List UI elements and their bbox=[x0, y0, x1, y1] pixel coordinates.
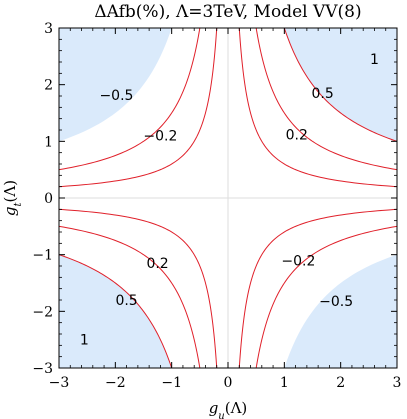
contour-label-10: −0.5 bbox=[319, 294, 353, 310]
contour-line-1-1 bbox=[238, 28, 397, 188]
shaded-region-2 bbox=[59, 28, 172, 142]
y-tick-label-2: −2 bbox=[32, 304, 53, 320]
x-tick-label-5: 1 bbox=[280, 375, 289, 391]
chart-title: ΔAfb(%), Λ=3TeV, Model VV(8) bbox=[94, 2, 361, 22]
y-axis-label: gt(Λ) bbox=[1, 180, 24, 216]
x-tick-label-1: −3 bbox=[49, 375, 70, 391]
contour-line-5-1 bbox=[59, 28, 201, 171]
contour-labels: 1 0.5 0.2 −0.5 −0.2 0.2 0.5 1 −0.2 −0.5 bbox=[80, 52, 379, 349]
x-axis-label-main: g bbox=[209, 399, 219, 417]
contour-line-3-2 bbox=[59, 254, 173, 368]
contour-label-3: 0.2 bbox=[286, 128, 308, 144]
y-tick-label-1: −3 bbox=[32, 361, 53, 377]
contour-label-6: 0.2 bbox=[146, 256, 168, 272]
y-axis-label-main: g bbox=[1, 206, 19, 216]
contour-label-7: 0.5 bbox=[115, 293, 137, 309]
contour-label-8: 1 bbox=[80, 333, 89, 349]
contour-label-1: 1 bbox=[370, 52, 379, 68]
y-tick-label-6: 2 bbox=[44, 78, 53, 94]
contour-label-9: −0.2 bbox=[281, 253, 315, 269]
x-tick-label-2: −2 bbox=[105, 375, 126, 391]
contour-line-1-2 bbox=[59, 208, 218, 368]
shaded-region-4 bbox=[284, 254, 397, 368]
contour-line-4-1 bbox=[59, 28, 218, 188]
x-tick-label-3: −1 bbox=[161, 375, 182, 391]
y-axis-ticks: −3 −2 −1 0 1 2 3 bbox=[32, 21, 397, 377]
shaded-region-1 bbox=[284, 28, 397, 142]
contour-label-4: −0.5 bbox=[99, 88, 133, 104]
contour-line-4-2 bbox=[238, 208, 397, 368]
contour-label-5: −0.2 bbox=[143, 129, 177, 145]
y-axis-label-tail: (Λ) bbox=[1, 180, 19, 203]
y-axis-label-sub: t bbox=[13, 201, 24, 206]
contour-line-2-1 bbox=[255, 28, 397, 171]
shaded-region-3 bbox=[59, 254, 172, 368]
x-tick-label-4: 0 bbox=[224, 375, 233, 391]
contour-line-2-2 bbox=[59, 225, 201, 368]
contour-line-3-1 bbox=[283, 28, 397, 142]
contour-lines bbox=[59, 28, 397, 368]
y-tick-label-5: 1 bbox=[44, 134, 53, 150]
contour-line-5-2 bbox=[255, 225, 397, 368]
plot-area: 1 0.5 0.2 −0.5 −0.2 0.2 0.5 1 −0.2 −0.5 bbox=[58, 27, 398, 369]
x-axis-label-tail: (Λ) bbox=[225, 399, 248, 417]
x-tick-label-6: 2 bbox=[336, 375, 345, 391]
y-tick-label-4: 0 bbox=[44, 191, 53, 207]
x-axis-label: gu(Λ) bbox=[209, 399, 248, 419]
shaded-regions bbox=[59, 28, 397, 368]
zero-axes bbox=[59, 28, 397, 368]
y-tick-label-7: 3 bbox=[44, 21, 53, 37]
y-tick-label-3: −1 bbox=[32, 248, 53, 264]
x-axis-label-sub: u bbox=[218, 411, 224, 419]
x-tick-label-7: 3 bbox=[393, 375, 402, 391]
x-axis-ticks: −3 −2 −1 0 1 2 3 bbox=[49, 28, 402, 391]
contour-label-2: 0.5 bbox=[312, 86, 334, 102]
